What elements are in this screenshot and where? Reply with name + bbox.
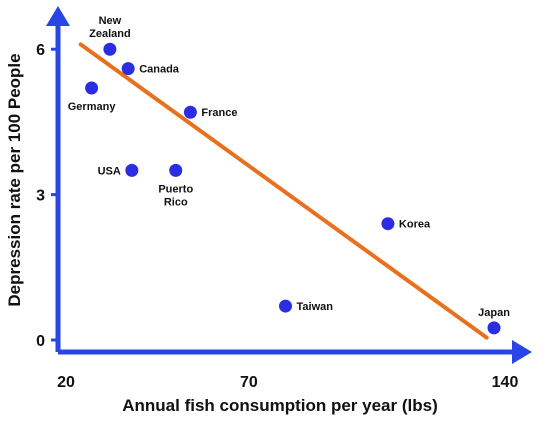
- point-label: Germany: [68, 101, 117, 113]
- point-label: Zealand: [89, 28, 131, 40]
- y-tick-label: 0: [36, 333, 45, 350]
- point-label: Puerto: [158, 183, 193, 195]
- x-axis-arrowhead: [512, 340, 532, 364]
- x-tick-label: 70: [240, 374, 258, 391]
- scatter-point-group: Korea: [381, 217, 431, 231]
- point-label: France: [201, 107, 237, 119]
- point-label: New: [99, 15, 122, 27]
- x-axis-title: Annual fish consumption per year (lbs): [122, 396, 437, 415]
- point-label: Taiwan: [297, 301, 334, 313]
- scatter-point: [85, 81, 99, 95]
- x-axis-ticks: 20 70 140: [57, 374, 518, 391]
- y-tick-label: 6: [36, 42, 45, 59]
- scatter-point-group: Taiwan: [279, 299, 334, 313]
- scatter-point: [103, 42, 117, 56]
- scatter-point: [487, 321, 501, 335]
- point-label: USA: [98, 165, 121, 177]
- scatter-point: [279, 299, 292, 313]
- point-label: Rico: [164, 196, 188, 208]
- y-tick-label: 3: [36, 188, 45, 205]
- x-tick-label: 20: [57, 374, 75, 391]
- scatter-point: [169, 163, 183, 177]
- y-axis-title: Depression rate per 100 People: [5, 53, 24, 306]
- scatter-point: [125, 163, 139, 177]
- y-axis-arrowhead: [46, 6, 70, 26]
- scatter-point-group: Canada: [121, 62, 180, 76]
- scatter-point: [121, 62, 135, 76]
- scatter-point-group: Germany: [68, 81, 117, 113]
- scatter-point: [381, 217, 395, 231]
- point-label: Canada: [139, 64, 180, 76]
- scatter-point-group: USA: [98, 163, 139, 177]
- scatter-point-group: Japan: [478, 307, 510, 335]
- trend-line: [78, 42, 489, 340]
- point-label: Japan: [478, 307, 510, 319]
- y-axis-ticks: 0 3 6: [36, 42, 58, 350]
- scatter-point-group: France: [183, 105, 237, 119]
- point-label: Korea: [399, 219, 431, 231]
- x-tick-label: 140: [492, 374, 519, 391]
- scatter-point: [183, 105, 197, 119]
